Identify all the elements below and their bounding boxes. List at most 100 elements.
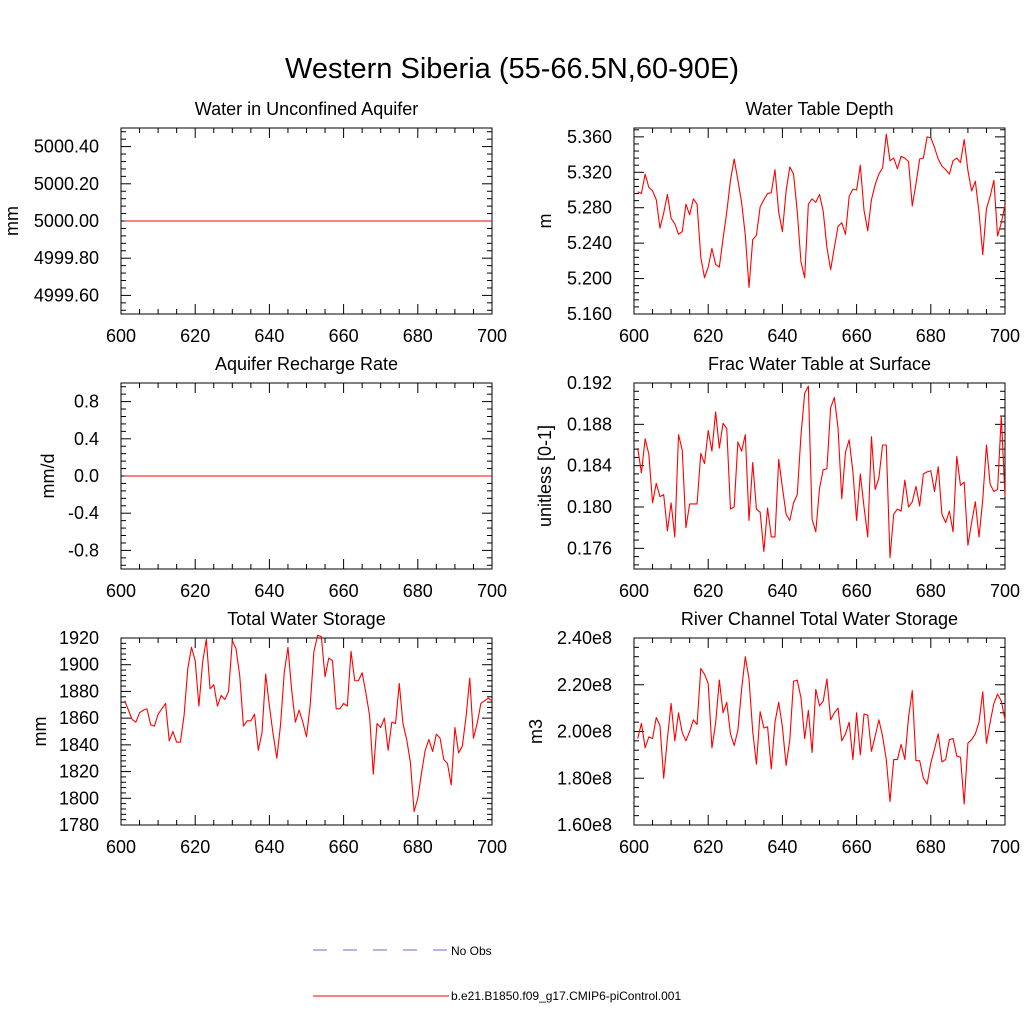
y-tick-label: 1920 (59, 628, 99, 648)
x-tick-label: 680 (916, 837, 946, 857)
series-line-1 (637, 656, 1006, 805)
x-tick-label: 640 (254, 581, 284, 601)
y-tick-label: 2.20e8 (557, 675, 612, 695)
y-tick-label: 1880 (59, 681, 99, 701)
legend: No Obs b.e21.B1850.f09_g17.CMIP6-piContr… (313, 944, 681, 1003)
x-tick-label: 680 (403, 326, 433, 346)
y-tick-label: 4999.60 (34, 285, 99, 305)
x-tick-label: 600 (619, 581, 649, 601)
y-tick-label: 0.188 (567, 414, 612, 434)
y-tick-label: 1860 (59, 708, 99, 728)
x-tick-label: 660 (329, 581, 359, 601)
chart-panel-2: Water Table Depth 600 620 640 660 680 700 5.160… (535, 99, 1020, 346)
x-tick-label: 700 (477, 837, 507, 857)
x-tick-label: 680 (916, 326, 946, 346)
x-tick-label: 620 (180, 837, 210, 857)
y-axis-label: m3 (526, 719, 546, 744)
y-tick-label: 0.8 (74, 392, 99, 412)
x-tick-label: 620 (693, 326, 723, 346)
x-tick-label: 660 (329, 837, 359, 857)
y-tick-label: 1820 (59, 762, 99, 782)
plot-frame (120, 637, 493, 826)
x-tick-label: 700 (990, 837, 1020, 857)
x-tick-label: 700 (477, 581, 507, 601)
x-tick-label: 640 (767, 581, 797, 601)
y-tick-label: 1840 (59, 735, 99, 755)
y-tick-label: 4999.80 (34, 248, 99, 268)
chart-title: Water in Unconfined Aquifer (195, 99, 418, 119)
y-tick-label: 0.184 (567, 456, 612, 476)
y-tick-label: 0.0 (74, 466, 99, 486)
y-axis-label: mm/d (38, 454, 58, 499)
chart-title: Aquifer Recharge Rate (215, 354, 398, 374)
y-tick-label: 1800 (59, 788, 99, 808)
y-tick-label: 1.80e8 (557, 768, 612, 788)
x-tick-label: 620 (180, 581, 210, 601)
plot-frame (633, 127, 1006, 315)
x-tick-label: 600 (106, 326, 136, 346)
y-tick-label: 2.40e8 (557, 628, 612, 648)
x-tick-label: 700 (477, 326, 507, 346)
chart-panel-1: Water in Unconfined Aquifer 600 620 640 660 6… (2, 99, 507, 346)
y-tick-label: 1780 (59, 815, 99, 835)
panels: Water in Unconfined Aquifer 600 620 640 660 6… (2, 99, 1020, 857)
y-axis-label: m (535, 214, 555, 229)
x-tick-label: 700 (990, 581, 1020, 601)
x-tick-label: 700 (990, 326, 1020, 346)
x-tick-label: 680 (403, 837, 433, 857)
y-axis-label: mm (30, 717, 50, 747)
chart-panel-4: Frac Water Table at Surface 600 620 640 660 6… (535, 354, 1020, 601)
y-tick-label: 0.192 (567, 373, 612, 393)
chart-panel-6: River Channel Total Water Storage 600 620 6… (526, 609, 1020, 857)
y-tick-label: -0.4 (68, 503, 99, 523)
chart-panel-3: Aquifer Recharge Rate 600 620 640 660 680 700 -… (38, 354, 507, 601)
y-axis-label: unitless [0-1] (535, 425, 555, 527)
y-tick-label: 0.180 (567, 497, 612, 517)
x-tick-label: 660 (842, 326, 872, 346)
y-tick-label: 5000.20 (34, 174, 99, 194)
x-tick-label: 620 (180, 326, 210, 346)
y-tick-label: 5.240 (567, 233, 612, 253)
y-tick-label: 5.200 (567, 269, 612, 289)
y-tick-label: 1.60e8 (557, 815, 612, 835)
x-tick-label: 640 (254, 837, 284, 857)
chart-title: Total Water Storage (227, 609, 385, 629)
x-tick-label: 640 (254, 326, 284, 346)
chart-title: Water Table Depth (745, 99, 893, 119)
y-tick-label: 5000.40 (34, 137, 99, 157)
series-line-1 (124, 634, 493, 813)
x-tick-label: 600 (106, 581, 136, 601)
y-tick-label: 5.160 (567, 304, 612, 324)
x-tick-label: 640 (767, 326, 797, 346)
chart-panel-5: Total Water Storage 600 620 640 660 680 700 178… (30, 609, 507, 857)
y-tick-label: 5.280 (567, 198, 612, 218)
y-tick-label: 1900 (59, 655, 99, 675)
y-axis-label: mm (2, 206, 22, 236)
x-tick-label: 640 (767, 837, 797, 857)
y-tick-label: 0.176 (567, 538, 612, 558)
x-tick-label: 680 (403, 581, 433, 601)
chart-title: River Channel Total Water Storage (681, 609, 958, 629)
legend-obs-label: No Obs (451, 944, 492, 958)
series-line-1 (637, 133, 1006, 288)
x-tick-label: 660 (842, 837, 872, 857)
y-tick-label: -0.8 (68, 540, 99, 560)
x-tick-label: 600 (619, 326, 649, 346)
y-tick-label: 0.4 (74, 429, 99, 449)
plot-frame (633, 382, 1006, 570)
figure-title: Western Siberia (55-66.5N,60-90E) (285, 53, 739, 85)
y-tick-label: 5000.00 (34, 211, 99, 231)
y-tick-label: 2.00e8 (557, 722, 612, 742)
x-tick-label: 660 (842, 581, 872, 601)
x-tick-label: 660 (329, 326, 359, 346)
legend-model-label: b.e21.B1850.f09_g17.CMIP6-piControl.001 (451, 989, 681, 1003)
x-tick-label: 600 (106, 837, 136, 857)
series-line-1 (637, 385, 1006, 559)
y-tick-label: 5.320 (567, 162, 612, 182)
chart-title: Frac Water Table at Surface (708, 354, 931, 374)
x-tick-label: 680 (916, 581, 946, 601)
x-tick-label: 620 (693, 837, 723, 857)
x-tick-label: 620 (693, 581, 723, 601)
